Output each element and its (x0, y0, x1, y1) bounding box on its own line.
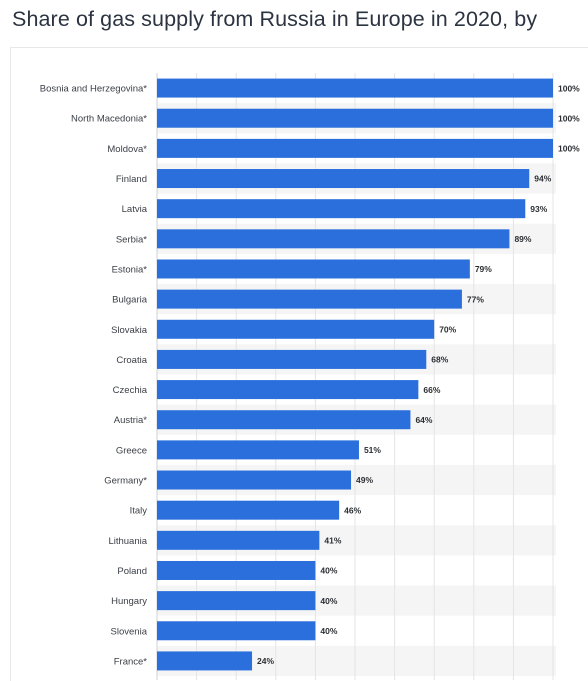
bar[interactable] (157, 169, 530, 189)
category-label: Croatia (116, 355, 147, 366)
bar[interactable] (157, 380, 419, 400)
data-label: 70% (439, 324, 456, 334)
bar[interactable] (157, 78, 553, 98)
category-label: Czechia (113, 385, 148, 396)
bar[interactable] (157, 500, 340, 520)
bar[interactable] (157, 410, 411, 430)
data-label: 24% (257, 656, 274, 666)
category-label: Germany* (104, 476, 147, 487)
data-label: 40% (320, 626, 337, 636)
bar[interactable] (157, 621, 316, 641)
bar[interactable] (157, 289, 462, 309)
data-label: 64% (415, 415, 432, 425)
category-label: Lithuania (108, 536, 147, 547)
category-label: Italy (130, 506, 148, 517)
category-label: Estonia* (112, 264, 148, 275)
data-label: 93% (530, 204, 547, 214)
data-label: 79% (475, 264, 492, 274)
category-label: North Macedonia* (71, 114, 147, 125)
data-label: 40% (320, 596, 337, 606)
data-label: 46% (344, 505, 361, 515)
data-label: 51% (364, 445, 381, 455)
data-label: 100% (558, 83, 580, 93)
data-label: 41% (324, 536, 341, 546)
category-label: France* (114, 656, 148, 667)
category-label: Finland (116, 174, 147, 185)
category-label: Greece (116, 445, 147, 456)
bar[interactable] (157, 651, 253, 671)
category-label: Moldova* (107, 144, 147, 155)
data-label: 89% (514, 234, 531, 244)
data-label: 49% (356, 475, 373, 485)
category-label: Latvia (122, 204, 148, 215)
category-label: Bulgaria (112, 295, 148, 306)
data-label: 68% (431, 355, 448, 365)
bar[interactable] (157, 591, 316, 611)
data-label: 66% (423, 385, 440, 395)
bar[interactable] (157, 440, 359, 460)
category-label: Poland (117, 566, 147, 577)
bar[interactable] (157, 470, 352, 490)
data-label: 40% (320, 566, 337, 576)
bar[interactable] (157, 259, 470, 279)
category-label: Serbia* (116, 234, 147, 245)
category-label: Bosnia and Herzegovina* (40, 84, 148, 95)
bar[interactable] (157, 349, 427, 369)
bar[interactable] (157, 560, 316, 580)
bar[interactable] (157, 108, 553, 128)
bar[interactable] (157, 229, 510, 249)
category-label: Slovenia (111, 626, 148, 637)
data-label: 77% (467, 294, 484, 304)
data-label: 100% (558, 144, 580, 154)
category-label: Slovakia (111, 325, 148, 336)
bar[interactable] (157, 199, 526, 219)
bar[interactable] (157, 530, 320, 550)
category-label: Austria* (114, 415, 148, 426)
bar[interactable] (157, 319, 435, 339)
data-label: 94% (534, 174, 551, 184)
chart-title: Share of gas supply from Russia in Europ… (12, 7, 538, 31)
bar[interactable] (157, 138, 553, 158)
category-label: Hungary (111, 596, 147, 607)
data-label: 100% (558, 113, 580, 123)
